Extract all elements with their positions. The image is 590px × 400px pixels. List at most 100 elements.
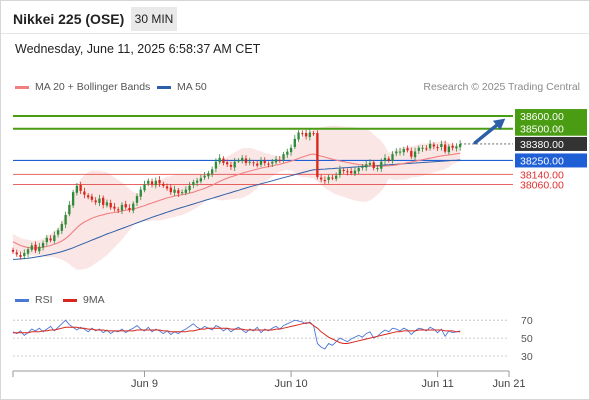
candle-body — [203, 175, 206, 178]
candle-body — [105, 202, 109, 206]
x-axis-tick-label: Jun 9 — [131, 378, 158, 390]
timeframe-badge[interactable]: 30 MIN — [131, 7, 177, 31]
candle-body — [357, 168, 360, 172]
candle-body — [226, 162, 229, 165]
credit-text: Research © 2025 Trading Central — [423, 81, 580, 93]
candle-body — [34, 244, 37, 251]
candle-body — [26, 249, 30, 254]
candle-body — [443, 144, 447, 152]
candle-body — [173, 189, 176, 193]
candle-body — [278, 159, 281, 161]
rsi-line — [12, 319, 461, 350]
x-axis-tick-label: Jun 21 — [492, 378, 525, 390]
candle-body — [436, 147, 439, 149]
candle-body — [417, 147, 420, 151]
level-label: 38140.00 — [520, 169, 564, 181]
candle-body — [94, 200, 97, 203]
candle-body — [406, 148, 409, 151]
candle-body — [365, 164, 368, 168]
candle-body — [210, 169, 214, 174]
bollinger-band — [13, 125, 461, 270]
candle-body — [391, 154, 394, 162]
candle-body — [165, 186, 169, 189]
rsi-9ma-line — [13, 322, 461, 344]
candle-body — [338, 169, 342, 175]
candle-body — [237, 160, 240, 162]
candle-body — [124, 204, 127, 208]
rsi-tick-label: 70 — [521, 315, 533, 327]
candle-body — [440, 143, 443, 147]
candle-body — [282, 154, 285, 160]
legend-ma50: MA 50 — [157, 81, 207, 93]
header-divider — [1, 33, 589, 34]
candle-body — [244, 158, 248, 163]
candle-body — [113, 206, 116, 209]
candle-body — [271, 161, 274, 164]
candle-body — [117, 209, 120, 211]
candle-body — [11, 249, 15, 252]
candle-body — [297, 132, 300, 140]
candle-body — [83, 191, 86, 195]
candle-body — [421, 147, 424, 149]
candle-body — [177, 190, 180, 194]
ma50-swatch — [157, 85, 171, 89]
level-label-bg — [515, 136, 587, 151]
candle-body — [15, 252, 18, 255]
legend-rsi-label: RSI — [35, 294, 53, 306]
candle-body — [455, 146, 458, 149]
candle-body — [139, 189, 142, 197]
ma50-line — [12, 159, 461, 260]
candle-body — [120, 204, 124, 211]
candle-body — [331, 177, 334, 179]
candle-body — [158, 179, 161, 184]
candle-body — [353, 170, 357, 174]
candle-body — [372, 162, 375, 169]
candle-body — [49, 238, 52, 241]
candle-body — [75, 185, 79, 193]
candle-body — [90, 196, 94, 200]
candle-body — [410, 150, 413, 157]
level-label-bg — [515, 153, 587, 168]
legend-rsi: RSI — [15, 294, 53, 306]
candle-body — [274, 159, 278, 163]
candle-body — [413, 151, 417, 158]
candle-body — [71, 192, 75, 206]
level-label-bg — [515, 109, 587, 124]
candle-body — [267, 163, 270, 165]
candle-body — [252, 162, 255, 164]
candle-body — [395, 151, 398, 154]
candle-body — [45, 237, 48, 243]
candle-body — [135, 195, 139, 203]
x-axis-tick-label: Jun 10 — [275, 378, 308, 390]
candle-body — [319, 177, 323, 180]
candle-body — [30, 245, 33, 250]
candle-body — [98, 198, 101, 203]
candle-body — [342, 169, 345, 171]
candle-body — [304, 133, 308, 137]
candle-body — [180, 192, 184, 194]
candle-body — [447, 146, 451, 153]
level-label: 38500.00 — [520, 124, 564, 136]
candle-body — [312, 133, 315, 135]
candle-body — [334, 175, 338, 179]
candle-body — [64, 215, 67, 225]
level-label-bg — [515, 121, 587, 136]
candle-body — [102, 197, 105, 205]
ma20-swatch — [15, 85, 29, 89]
candle-body — [218, 157, 221, 163]
candle-body — [222, 158, 225, 163]
candle-body — [361, 166, 364, 168]
legend-ma50-label: MA 50 — [177, 81, 207, 93]
candle-body — [214, 161, 218, 169]
rsi-tick-label: 30 — [521, 351, 533, 363]
x-axis-tick-label: Jun 11 — [421, 378, 453, 390]
candle-body — [169, 187, 172, 193]
candle-body — [398, 151, 402, 153]
candle-body — [56, 230, 60, 235]
candle-body — [19, 254, 22, 257]
candle-body — [289, 147, 293, 153]
candle-body — [376, 168, 379, 170]
candle-body — [53, 235, 56, 242]
